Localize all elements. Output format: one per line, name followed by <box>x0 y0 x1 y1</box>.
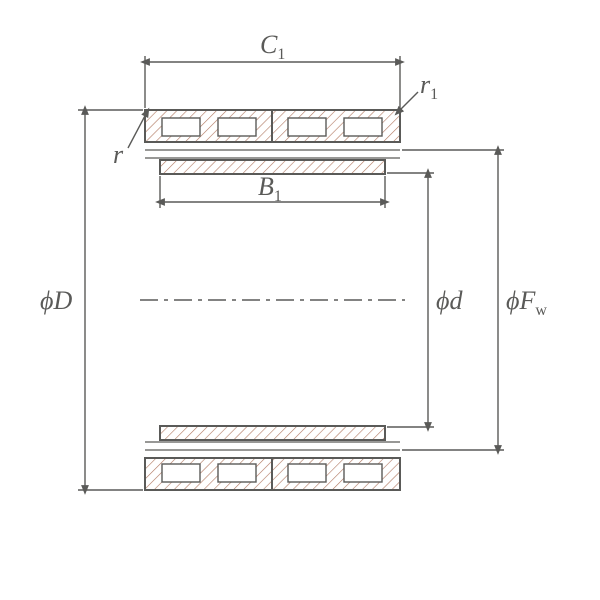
leader-r1 <box>398 92 418 112</box>
dimension-phiD <box>78 110 143 490</box>
label-r: r <box>113 140 123 170</box>
label-B1: B1 <box>258 172 282 206</box>
label-C1: C1 <box>260 30 285 64</box>
outer-ring-top <box>145 110 400 142</box>
label-phiD: ϕD <box>40 286 72 316</box>
outer-ring-bottom <box>145 458 400 490</box>
label-r1: r1 <box>420 70 438 104</box>
label-phid: ϕd <box>436 286 462 316</box>
inner-ring-bottom <box>160 426 385 440</box>
label-phiFw: ϕFw <box>506 286 547 320</box>
